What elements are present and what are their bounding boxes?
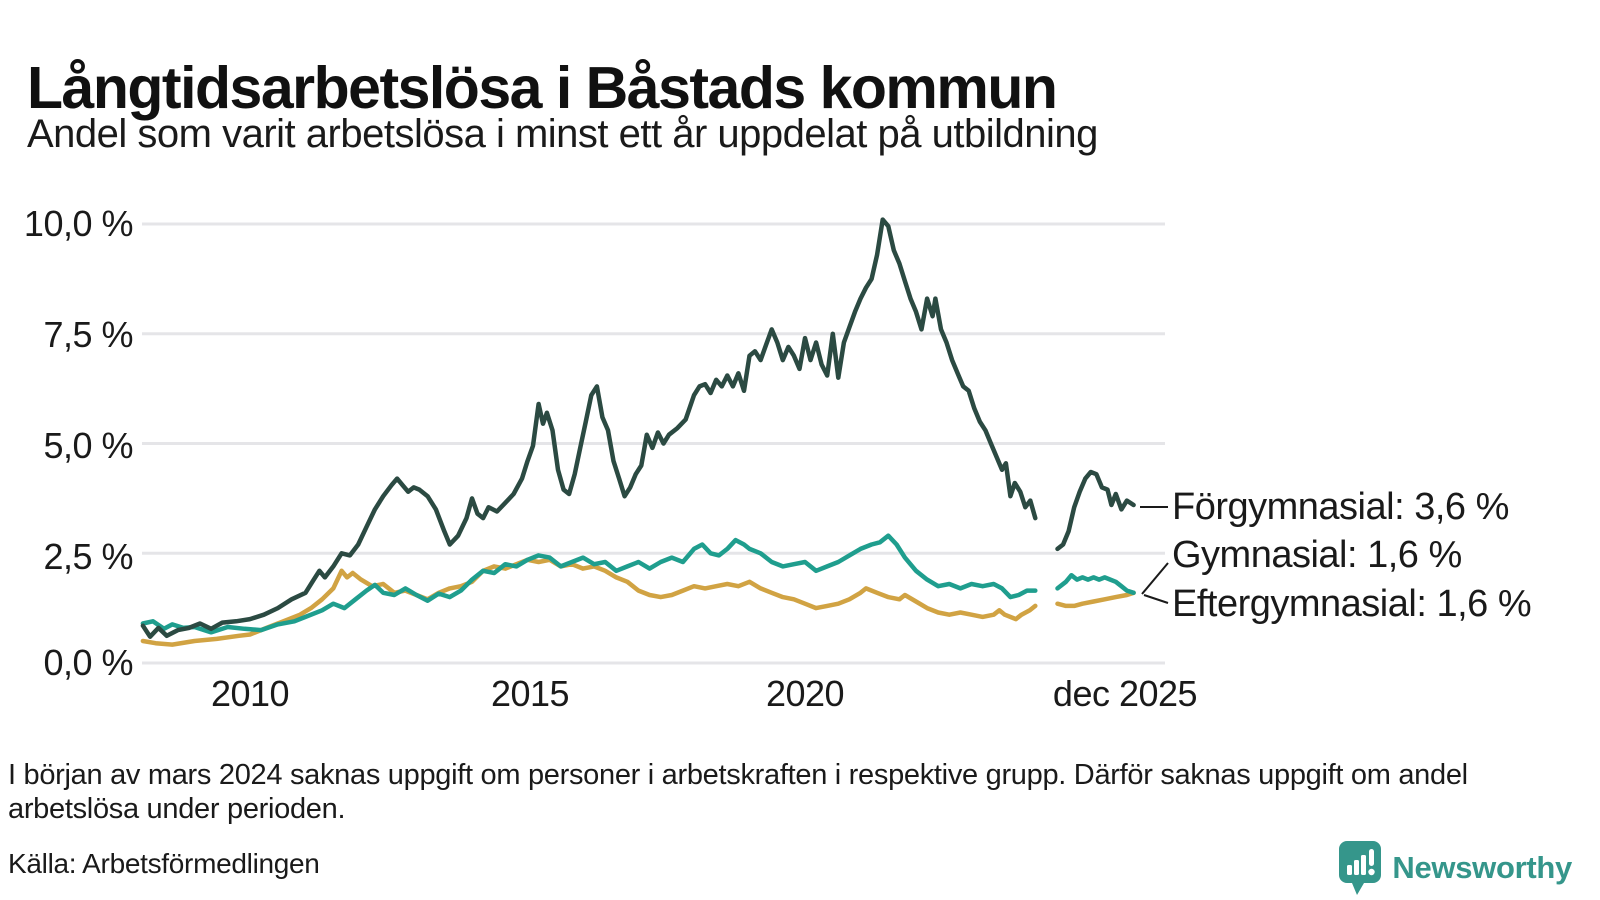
series-line-förgymnasial — [140, 217, 1136, 639]
series-label-gymnasial: Gymnasial: 1,6 % — [1172, 534, 1462, 576]
y-tick-10: 10,0 % — [23, 203, 134, 244]
newsworthy-logo: Newsworthy — [1338, 840, 1572, 896]
chart-subtitle: Andel som varit arbetslösa i minst ett å… — [27, 112, 1098, 156]
series-lines — [140, 217, 1136, 647]
series-line-eftergymnasial — [140, 557, 1136, 647]
series-line-gymnasial — [140, 533, 1136, 635]
y-tick-7-5: 7,5 % — [43, 314, 133, 355]
newsworthy-logo-text: Newsworthy — [1392, 850, 1572, 885]
label-connectors — [1140, 506, 1169, 604]
series-label-eftergymnasial: Eftergymnasial: 1,6 % — [1172, 583, 1532, 625]
x-tick-2010: 2010 — [210, 673, 290, 714]
source-text: Källa: Arbetsförmedlingen — [8, 848, 320, 879]
x-tick-2020: 2020 — [765, 673, 845, 714]
footnote: I början av mars 2024 saknas uppgift om … — [8, 759, 1468, 825]
connector-eftergymnasial — [1143, 594, 1169, 604]
connector-gymnasial — [1141, 562, 1169, 595]
y-tick-0: 0,0 % — [43, 642, 133, 683]
x-tick-2015: 2015 — [490, 673, 570, 714]
x-tick-dec-2025: dec 2025 — [1052, 673, 1198, 714]
newsworthy-logo-icon — [1339, 841, 1382, 895]
y-tick-2-5: 2,5 % — [43, 536, 133, 577]
page-title: Långtidsarbetslösa i Båstads kommun — [27, 54, 1058, 121]
y-tick-5: 5,0 % — [43, 425, 133, 466]
series-label-forgymnasial: Förgymnasial: 3,6 % — [1172, 486, 1509, 528]
